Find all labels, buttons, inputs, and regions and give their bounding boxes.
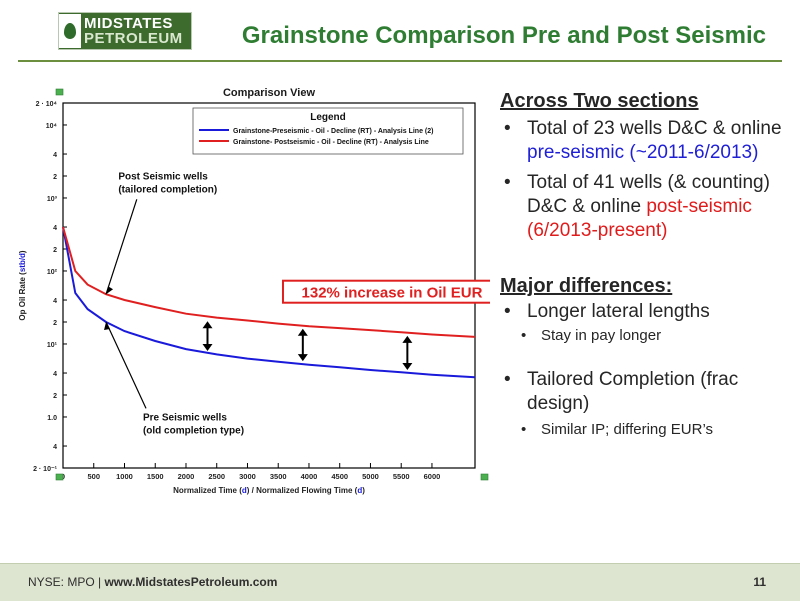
bullet-text: Total of 41 wells (& counting) D&C & onl…: [527, 172, 770, 217]
footer-url: www.MidstatesPetroleum.com: [104, 575, 278, 589]
x-tick-label: 6000: [424, 472, 441, 481]
bullet-pre-seismic-wells: Total of 23 wells D&C & online pre-seism…: [500, 117, 790, 165]
legend-title: Legend: [310, 112, 346, 123]
lock-icon: [55, 88, 64, 96]
subbullet-similar-ip: Similar IP; differing EUR’s: [500, 420, 790, 440]
x-axis-label: Normalized Time (d) / Normalized Flowing…: [173, 486, 365, 495]
x-axis-label-part: ): [362, 486, 365, 495]
bullet-tailored-completion: Tailored Completion (frac design): [500, 368, 790, 416]
y-tick-label: 10¹: [47, 342, 58, 349]
y-tick-label: 1.0: [47, 415, 57, 422]
x-tick-label: 3000: [239, 472, 256, 481]
chart-panel: Comparison View0500100015002000250030003…: [15, 78, 502, 508]
y-tick-label: 10²: [47, 269, 58, 276]
bullet-longer-lateral: Longer lateral lengths: [500, 300, 790, 324]
footer-left: NYSE: MPO | www.MidstatesPetroleum.com: [28, 575, 277, 589]
bullet-highlight-red: post-seismic (6/2013-present): [527, 196, 752, 241]
ann-post-line: Post Seismic wells: [118, 171, 208, 182]
x-tick-label: 3500: [270, 472, 287, 481]
y-tick-label: 2 · 10⁴: [36, 101, 58, 108]
heading-major-differences: Major differences:: [500, 275, 673, 297]
lock-icon: [55, 473, 64, 481]
x-axis-label-part: d: [242, 486, 247, 495]
heading-across-two-sections: Across Two sections: [500, 90, 699, 112]
y-axis-label-part: stb/d: [18, 253, 27, 272]
x-tick-label: 1000: [116, 472, 133, 481]
y-tick-label: 4: [53, 298, 57, 305]
series-line-preseismic: [62, 226, 476, 379]
y-tick-label: 2: [53, 320, 57, 327]
oil-drop-icon: [59, 14, 81, 48]
x-tick-label: 2000: [178, 472, 195, 481]
x-tick-label: 4500: [331, 472, 348, 481]
y-tick-label: 10⁴: [46, 123, 58, 130]
series-line-postseismic: [62, 226, 476, 338]
post-pointer-head: [106, 286, 114, 295]
y-tick-label: 2 · 10⁻¹: [33, 466, 58, 473]
legend-box: [192, 107, 464, 155]
ann-pre-line: (old completion type): [143, 425, 244, 436]
gap-arrow-head-down: [297, 354, 308, 362]
post-pointer-line: [105, 199, 138, 295]
legend-entry: Grainstone- Postseismic - Oil - Decline …: [233, 139, 429, 146]
footer-ticker: NYSE: MPO |: [28, 575, 105, 589]
x-tick-label: 4000: [301, 472, 318, 481]
slide-title: Grainstone Comparison Pre and Post Seism…: [241, 22, 766, 49]
y-axis-label-part: Op Oil Rate (: [18, 272, 27, 321]
x-tick-label: 1500: [147, 472, 164, 481]
subbullet-stay-in-pay: Stay in pay longer: [500, 326, 790, 346]
gap-arrow-head-up: [202, 321, 213, 329]
y-tick-label: 4: [53, 225, 57, 232]
bullet-post-seismic-wells: Total of 41 wells (& counting) D&C & onl…: [500, 171, 790, 243]
logo-line-2: PETROLEUM: [84, 30, 183, 47]
logo-line-1: MIDSTATES: [84, 15, 173, 32]
bullets-panel: Across Two sections Total of 23 wells D&…: [500, 90, 790, 440]
y-tick-label: 2: [53, 174, 57, 181]
x-axis-label-part: Normalized Time (: [173, 486, 242, 495]
gap-arrow-head-down: [402, 363, 413, 371]
footer-bar: NYSE: MPO | www.MidstatesPetroleum.com 1…: [0, 563, 800, 601]
x-axis-label-part: d: [357, 486, 362, 495]
y-axis-label-part: ): [18, 250, 27, 253]
eur-callout-text: 132% increase in Oil EUR: [302, 285, 483, 302]
gap-arrow-head-up: [402, 335, 413, 343]
y-tick-label: 4: [53, 152, 57, 159]
y-tick-label: 2: [53, 393, 57, 400]
legend-entry: Grainstone-Preseismic - Oil - Decline (R…: [233, 128, 433, 135]
x-tick-label: 500: [87, 472, 100, 481]
y-tick-label: 10³: [47, 196, 58, 203]
y-axis-label: Op Oil Rate (stb/d): [18, 250, 27, 321]
ann-pre-line: Pre Seismic wells: [143, 412, 227, 423]
x-tick-label: 5000: [362, 472, 379, 481]
x-axis-label-part: ) / Normalized Flowing Time (: [247, 486, 358, 495]
y-tick-label: 4: [53, 444, 57, 451]
bullet-text: Total of 23 wells D&C & online: [527, 118, 782, 139]
lock-icon: [480, 473, 489, 481]
bullet-highlight-blue: pre-seismic (~2011-6/2013): [527, 142, 759, 163]
ann-post-line: (tailored completion): [118, 184, 217, 195]
chart-title: Comparison View: [223, 87, 316, 99]
decline-curve-chart: Comparison View0500100015002000250030003…: [18, 87, 502, 495]
pre-pointer-head: [104, 322, 111, 330]
y-tick-label: 2: [53, 247, 57, 254]
y-tick-label: 4: [53, 371, 57, 378]
x-tick-label: 2500: [208, 472, 225, 481]
x-tick-label: 5500: [393, 472, 410, 481]
page-number: 11: [753, 575, 766, 589]
company-logo: MIDSTATES PETROLEUM: [58, 12, 192, 50]
gap-arrow-head-up: [297, 328, 308, 336]
header-divider: [18, 60, 782, 62]
pre-pointer-line: [105, 321, 147, 409]
gap-arrow-head-down: [202, 343, 213, 351]
